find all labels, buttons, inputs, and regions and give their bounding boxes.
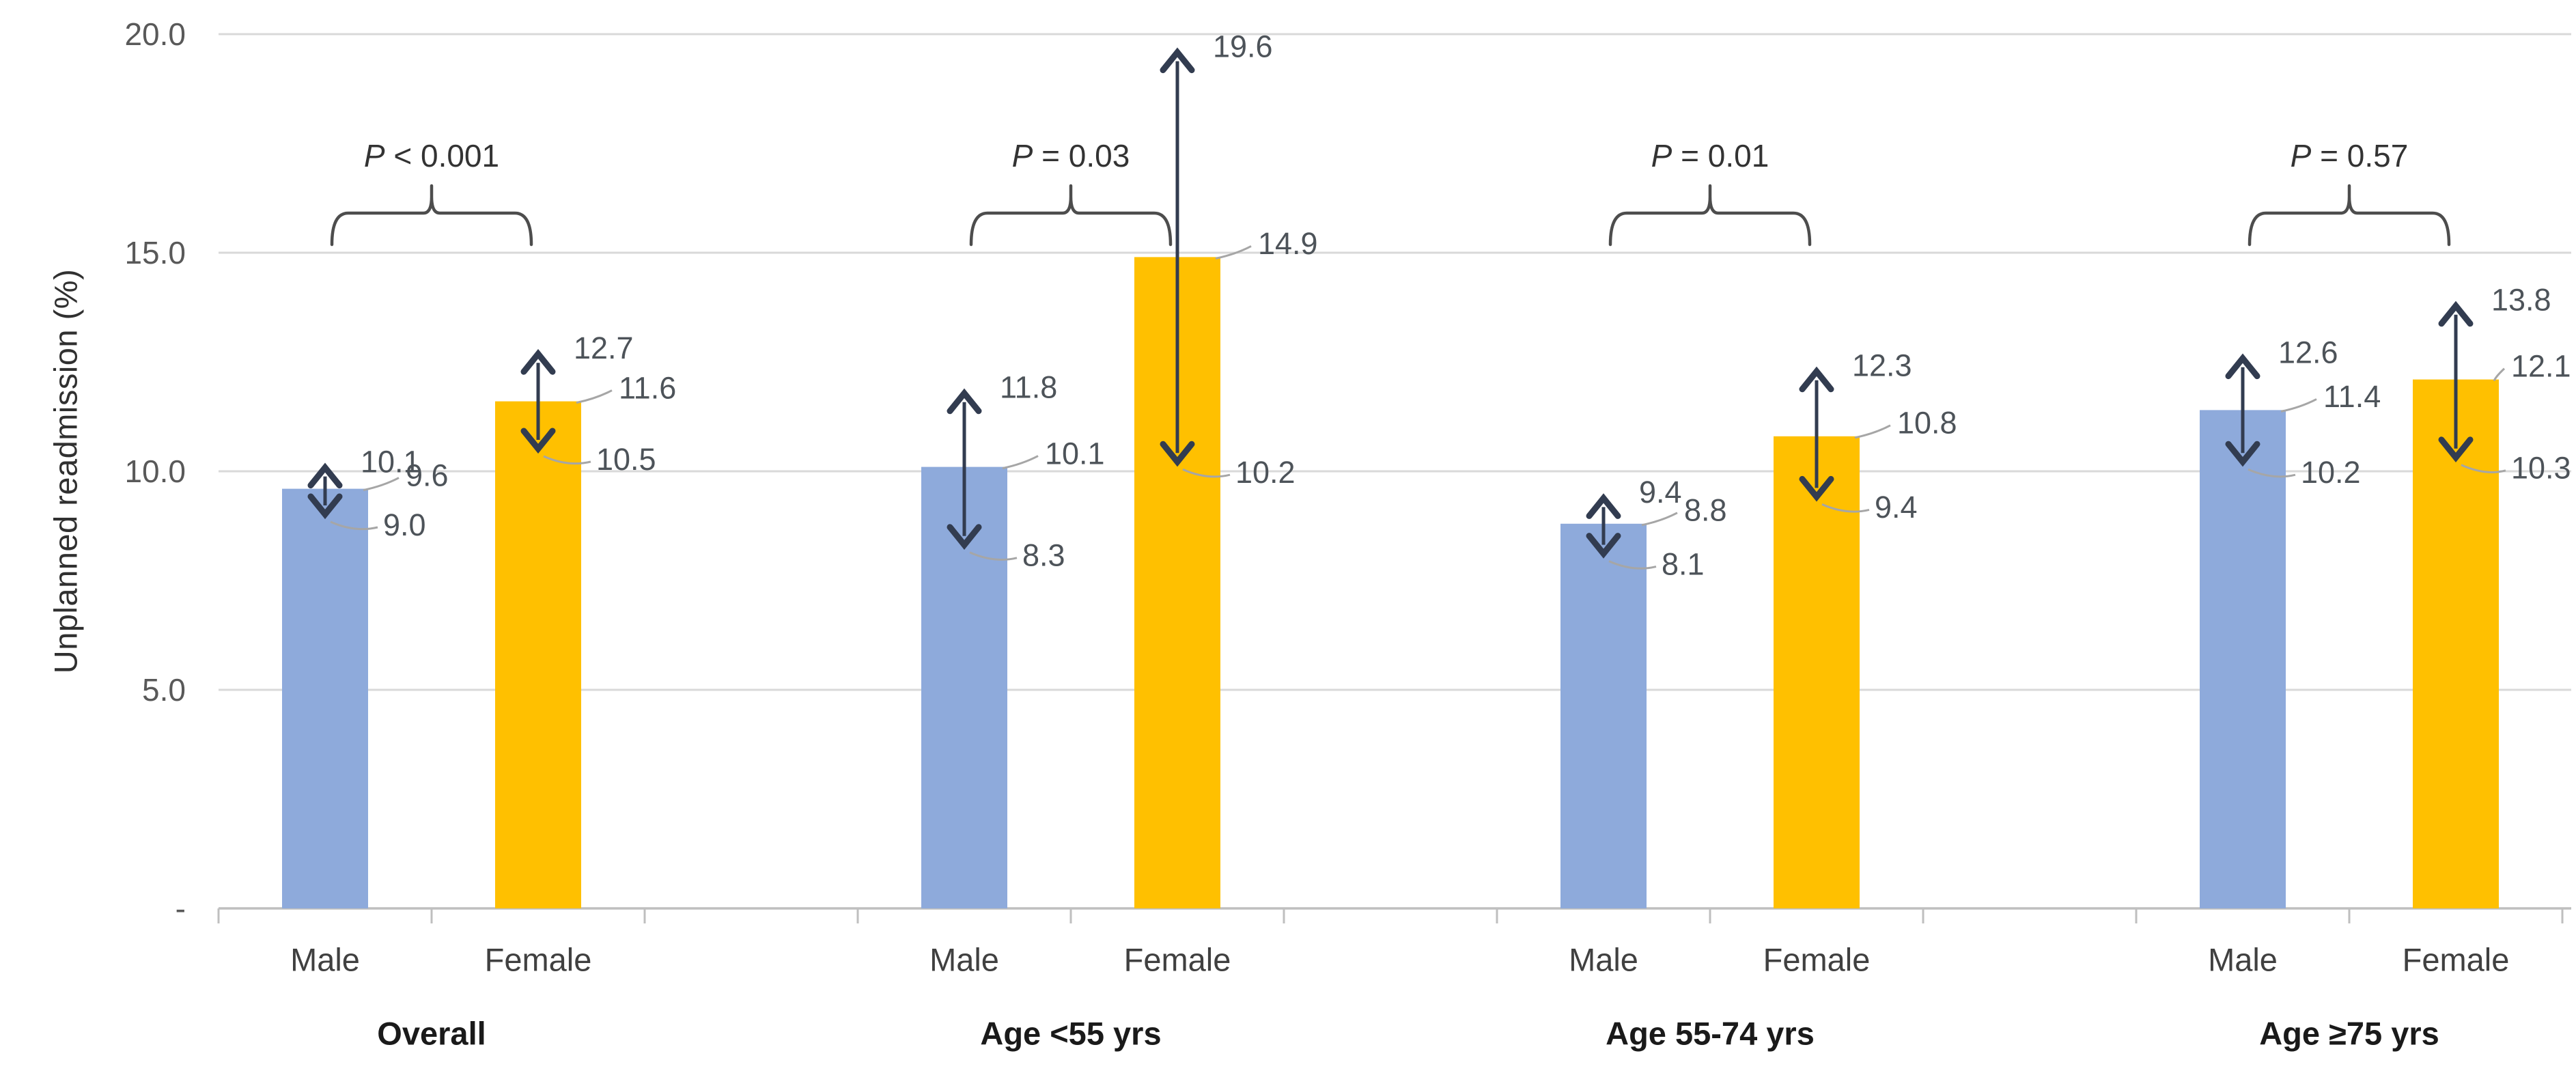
y-axis-title: Unplanned readmission (%) [47,268,84,674]
y-tick-label: 15.0 [124,235,186,270]
leader-line [1854,424,1891,439]
y-tick-label: 10.0 [124,454,186,489]
error-bar-up-arrow-icon [1586,493,1621,519]
leader-line [969,551,1018,561]
error-bar-down-arrow-icon [947,524,982,550]
ci-low-label: 8.1 [1662,546,1705,581]
ci-low-label: 10.2 [2301,455,2361,490]
error-bar-up-arrow-icon [1160,47,1195,74]
y-tick-label: 5.0 [142,672,186,708]
ci-high-label: 19.6 [1213,29,1273,64]
error-bar-up-arrow-icon [520,349,556,375]
error-bar-down-arrow-icon [1586,533,1621,559]
value-label: 8.8 [1684,493,1727,528]
bar-female [2413,379,2499,908]
value-label: 14.9 [1258,226,1318,261]
leader-line [2461,464,2506,473]
significance-bracket [969,184,1173,247]
error-bar-up-arrow-icon [307,462,343,489]
error-bar-down-arrow-icon [1160,441,1195,467]
bar-male [282,488,368,908]
error-bar-up-arrow-icon [1799,366,1834,393]
value-label: 10.1 [1045,436,1105,471]
error-bar-up-arrow-icon [2438,301,2474,327]
significance-bracket [330,184,533,247]
ci-low-label: 9.4 [1875,490,1918,525]
error-bar-down-arrow-icon [520,428,556,454]
error-bar-down-arrow-icon [2438,436,2474,462]
leader-line [1641,512,1678,527]
leader-line [1821,503,1870,513]
ci-high-label: 12.7 [574,331,634,365]
value-label: 12.1 [2511,348,2571,383]
p-value-label: P = 0.01 [1651,138,1769,173]
ci-low-label: 9.0 [383,507,426,542]
category-label-male: Male [2208,941,2278,977]
category-label-male: Male [290,941,360,977]
leader-line [1608,560,1657,570]
leader-line [363,477,400,492]
leader-line [1215,245,1252,260]
ci-low-label: 10.3 [2511,451,2571,486]
y-tick-label: - [176,891,186,926]
error-bar-down-arrow-icon [2225,441,2260,467]
error-bar-down-arrow-icon [307,493,343,520]
error-bar-up-arrow-icon [2225,353,2260,380]
ci-high-label: 10.1 [361,444,421,479]
significance-bracket [1608,184,1812,247]
y-tick-label: 20.0 [124,16,186,52]
p-value-label: P < 0.001 [364,138,499,173]
category-label-female: Female [2403,941,2510,977]
bar-female [495,401,581,908]
bar-female [1774,436,1860,908]
bar-male [1560,523,1647,908]
category-label-female: Female [485,941,592,977]
value-label: 11.6 [619,370,676,405]
leader-line [1182,468,1231,478]
category-label-male: Male [1569,941,1638,977]
ci-low-label: 10.5 [596,442,656,477]
category-label-female: Female [1763,941,1871,977]
leader-line [330,520,378,531]
group-label: Overall [377,1015,486,1051]
category-label-male: Male [929,941,999,977]
value-label: 9.6 [406,458,449,492]
value-label: 10.8 [1897,406,1957,441]
ci-high-label: 13.8 [2491,283,2551,318]
leader-line [576,389,613,404]
category-label-female: Female [1124,941,1231,977]
leader-line [1002,455,1039,470]
significance-bracket [2248,184,2451,247]
error-bar-up-arrow-icon [947,388,982,415]
ci-low-label: 10.2 [1235,455,1296,490]
leader-line [2493,367,2506,382]
ci-high-label: 9.4 [1639,475,1682,510]
ci-high-label: 12.3 [1852,348,1912,383]
group-label: Age ≥75 yrs [2259,1015,2439,1051]
ci-low-label: 8.3 [1022,538,1065,573]
group-label: Age <55 yrs [980,1015,1161,1051]
p-value-label: P = 0.57 [2291,138,2409,173]
leader-line [2280,398,2317,413]
ci-high-label: 11.8 [1000,370,1057,405]
error-bar-down-arrow-icon [1799,475,1834,502]
value-label: 11.4 [2323,379,2381,414]
bar-male [2200,410,2286,908]
leader-line [543,455,591,465]
group-label: Age 55-74 yrs [1606,1015,1815,1051]
ci-high-label: 12.6 [2278,335,2338,370]
leader-line [2248,468,2296,478]
p-value-label: P = 0.03 [1012,138,1130,173]
